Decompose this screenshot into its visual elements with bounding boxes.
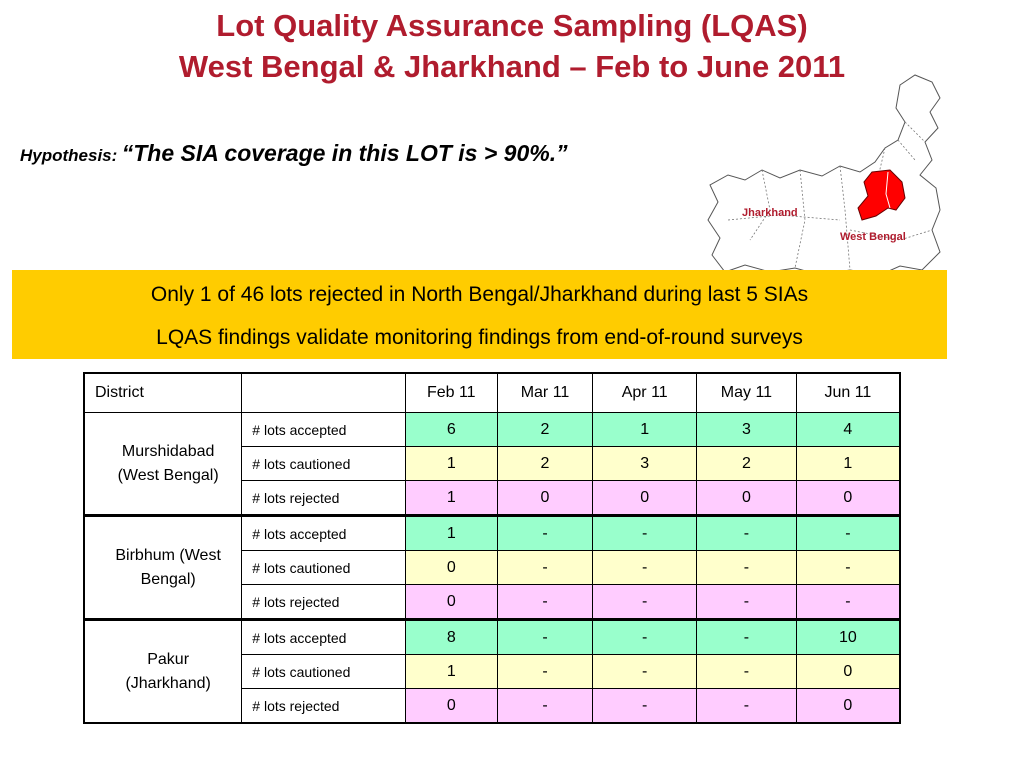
value-cell: -: [496, 514, 594, 551]
value-cell: -: [696, 654, 797, 689]
metric-label: # lots rejected: [241, 688, 406, 724]
value-cell: 1: [592, 412, 698, 447]
value-cell: 10: [795, 618, 901, 655]
value-cell: -: [696, 688, 797, 724]
metric-label: # lots accepted: [241, 618, 406, 655]
metric-label: # lots rejected: [241, 584, 406, 620]
value-cell: -: [496, 618, 594, 655]
value-cell: -: [496, 688, 594, 724]
value-cell: 1: [404, 480, 498, 516]
value-cell: 0: [592, 480, 698, 516]
highlighted-region: [857, 169, 906, 221]
value-cell: 0: [496, 480, 594, 516]
value-cell: -: [696, 618, 797, 655]
district-name-line: Pakur: [147, 650, 190, 668]
finding-line-1: Only 1 of 46 lots rejected in North Beng…: [150, 283, 809, 306]
value-cell: -: [795, 584, 901, 620]
value-cell: 6: [404, 412, 498, 447]
district-name-line: Murshidabad: [121, 442, 215, 460]
lqas-results-table: District Feb 11 Mar 11 Apr 11 May 11 Jun…: [83, 372, 901, 724]
value-cell: 0: [404, 688, 498, 724]
district-name-line: Birbhum (West: [115, 546, 221, 564]
table-row: # lots cautioned 0- - - -: [84, 550, 901, 585]
value-cell: 1: [404, 446, 498, 481]
value-cell: -: [592, 514, 698, 551]
value-cell: -: [696, 550, 797, 585]
hypothesis-label: Hypothesis:: [20, 146, 118, 165]
district-name-line: Bengal): [140, 570, 196, 588]
column-header: May 11: [696, 372, 797, 413]
key-findings-banner: Only 1 of 46 lots rejected in North Beng…: [12, 270, 947, 359]
value-cell: 2: [496, 446, 594, 481]
value-cell: -: [795, 550, 901, 585]
value-cell: 0: [795, 480, 901, 516]
value-cell: 1: [404, 654, 498, 689]
value-cell: 0: [795, 688, 901, 724]
value-cell: -: [496, 550, 594, 585]
table-row: Pakur (Jharkhand) # lots accepted 8- - -10: [83, 618, 901, 724]
map-outline: [707, 74, 941, 276]
column-header: Feb 11: [404, 372, 498, 413]
value-cell: 3: [696, 412, 797, 447]
value-cell: 1: [404, 514, 498, 551]
highlighted-region-border: [885, 171, 891, 209]
column-header: Mar 11: [496, 372, 594, 413]
map-inner-borders: [727, 121, 933, 271]
hypothesis: Hypothesis: “The SIA coverage in this LO…: [20, 140, 568, 167]
district-name-line: (Jharkhand): [125, 674, 211, 692]
district-name-line: (West Bengal): [117, 466, 219, 484]
column-header: Jun 11: [795, 372, 901, 413]
metric-label: # lots cautioned: [241, 446, 406, 481]
value-cell: 2: [696, 446, 797, 481]
india-map: Jharkhand West Bengal: [707, 74, 941, 276]
value-cell: 8: [404, 618, 498, 655]
value-cell: -: [592, 584, 698, 620]
value-cell: 0: [404, 584, 498, 620]
value-cell: -: [496, 584, 594, 620]
table-header-row: District Feb 11 Mar 11 Apr 11 May 11 Jun…: [83, 372, 901, 413]
value-cell: 1: [795, 446, 901, 481]
map-label-jharkhand: Jharkhand: [742, 207, 798, 219]
table-row: # lots cautioned 1- - -0: [84, 654, 901, 689]
value-cell: -: [592, 688, 698, 724]
metric-label: # lots cautioned: [241, 550, 406, 585]
slide-title-line-1: Lot Quality Assurance Sampling (LQAS): [216, 8, 808, 43]
value-cell: 0: [795, 654, 901, 689]
table-row: Murshidabad (West Bengal) # lots accepted 6…: [83, 412, 901, 516]
value-cell: -: [696, 514, 797, 551]
district-name: Pakur (Jharkhand): [83, 618, 243, 724]
table-row: # lots rejected 0- - -0: [84, 688, 901, 724]
value-cell: 4: [795, 412, 901, 447]
value-cell: 2: [496, 412, 594, 447]
value-cell: 3: [592, 446, 698, 481]
value-cell: -: [592, 550, 698, 585]
value-cell: 0: [404, 550, 498, 585]
hypothesis-statement: “The SIA coverage in this LOT is > 90%.”: [121, 140, 568, 166]
value-cell: -: [496, 654, 594, 689]
finding-line-2: LQAS findings validate monitoring findin…: [156, 326, 803, 349]
metric-label: # lots accepted: [241, 514, 406, 551]
map-label-west-bengal: West Bengal: [840, 231, 906, 243]
metric-label: # lots accepted: [241, 412, 406, 447]
value-cell: -: [592, 654, 698, 689]
district-name: Murshidabad (West Bengal): [83, 412, 243, 516]
value-cell: -: [795, 514, 901, 551]
district-name: Birbhum (West Bengal): [83, 514, 243, 620]
slide-title-line-2: West Bengal & Jharkhand – Feb to June 20…: [178, 49, 846, 84]
table-row: Birbhum (West Bengal) # lots accepted 1- - - -: [83, 514, 901, 620]
metric-label: # lots cautioned: [241, 654, 406, 689]
value-cell: -: [592, 618, 698, 655]
column-header: District: [83, 372, 243, 413]
column-header: [241, 372, 406, 413]
table-row: # lots rejected 0- - - -: [84, 584, 901, 620]
value-cell: 0: [696, 480, 797, 516]
table-row: # lots rejected 1 0 0 0 0: [84, 480, 901, 516]
column-header: Apr 11: [592, 372, 698, 413]
metric-label: # lots rejected: [241, 480, 406, 516]
value-cell: -: [696, 584, 797, 620]
